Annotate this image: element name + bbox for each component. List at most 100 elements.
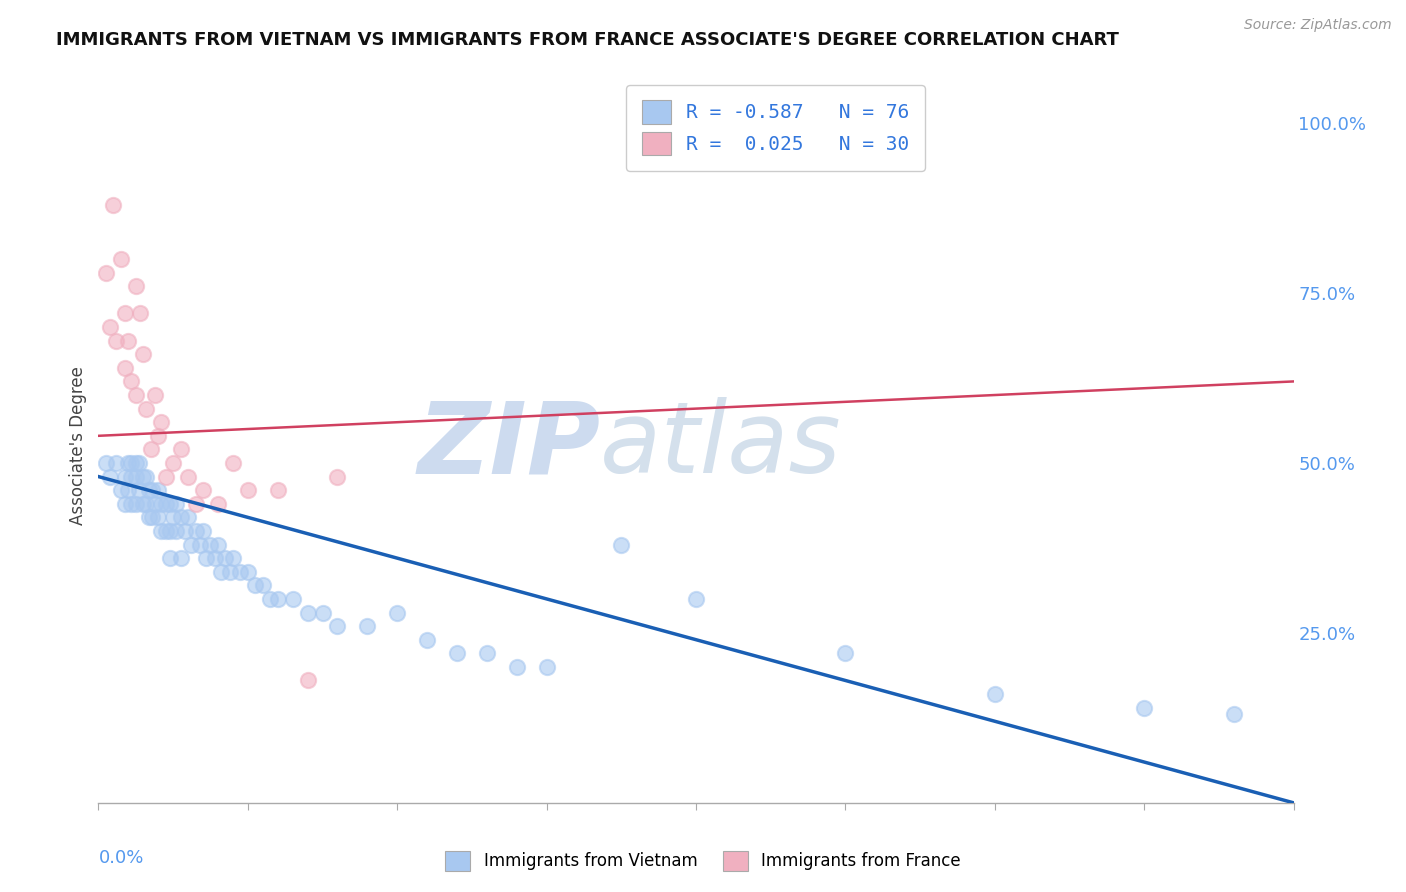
Text: atlas: atlas <box>600 398 842 494</box>
Point <box>150 415 173 429</box>
Point <box>148 429 170 443</box>
Point <box>114 306 136 320</box>
Point <box>207 497 229 511</box>
Point <box>536 660 558 674</box>
Point <box>159 524 181 538</box>
Legend: R = -0.587   N = 76, R =  0.025   N = 30: R = -0.587 N = 76, R = 0.025 N = 30 <box>626 85 925 171</box>
Point <box>141 510 163 524</box>
Point <box>128 483 150 498</box>
Point <box>326 619 349 633</box>
Text: 0.0%: 0.0% <box>98 849 143 867</box>
Point <box>222 456 245 470</box>
Point <box>129 306 152 320</box>
Point <box>138 483 160 498</box>
Point <box>110 252 132 266</box>
Point <box>120 375 142 389</box>
Point <box>117 334 139 348</box>
Point <box>214 551 236 566</box>
Point <box>132 347 155 361</box>
Point <box>120 456 142 470</box>
Point <box>177 510 200 524</box>
Legend: Immigrants from Vietnam, Immigrants from France: Immigrants from Vietnam, Immigrants from… <box>437 842 969 880</box>
Point <box>159 497 181 511</box>
Point <box>685 591 707 606</box>
Point <box>143 497 166 511</box>
Point <box>120 469 142 483</box>
Point <box>180 537 202 551</box>
Point <box>117 456 139 470</box>
Point <box>169 442 191 457</box>
Point <box>207 537 229 551</box>
Point <box>245 578 267 592</box>
Point <box>94 456 117 470</box>
Point <box>229 565 252 579</box>
Point <box>267 483 290 498</box>
Point <box>259 591 281 606</box>
Point <box>132 469 155 483</box>
Point <box>135 401 157 416</box>
Point <box>125 456 148 470</box>
Point <box>165 524 187 538</box>
Point <box>356 619 378 633</box>
Point <box>281 591 304 606</box>
Point <box>114 497 136 511</box>
Point <box>1133 700 1156 714</box>
Point <box>135 497 157 511</box>
Point <box>135 469 157 483</box>
Point <box>125 497 148 511</box>
Point <box>236 483 259 498</box>
Point <box>150 524 173 538</box>
Point <box>311 606 333 620</box>
Point <box>834 646 856 660</box>
Point <box>200 537 222 551</box>
Text: Source: ZipAtlas.com: Source: ZipAtlas.com <box>1244 18 1392 32</box>
Point <box>162 510 184 524</box>
Point <box>188 537 211 551</box>
Text: IMMIGRANTS FROM VIETNAM VS IMMIGRANTS FROM FRANCE ASSOCIATE'S DEGREE CORRELATION: IMMIGRANTS FROM VIETNAM VS IMMIGRANTS FR… <box>56 31 1119 49</box>
Point <box>155 497 177 511</box>
Point <box>125 388 148 402</box>
Text: ZIP: ZIP <box>418 398 600 494</box>
Point <box>114 360 136 375</box>
Point <box>506 660 529 674</box>
Point <box>267 591 290 606</box>
Point <box>139 442 162 457</box>
Point <box>169 510 191 524</box>
Point <box>297 673 319 688</box>
Point <box>195 551 218 566</box>
Point <box>446 646 468 660</box>
Point <box>120 497 142 511</box>
Point <box>148 510 170 524</box>
Point <box>148 483 170 498</box>
Point <box>155 469 177 483</box>
Point <box>94 266 117 280</box>
Point <box>125 279 148 293</box>
Point <box>105 334 128 348</box>
Point <box>222 551 245 566</box>
Point <box>184 524 207 538</box>
Point <box>132 497 155 511</box>
Point <box>100 320 122 334</box>
Point <box>191 524 214 538</box>
Point <box>1223 707 1246 722</box>
Point <box>209 565 232 579</box>
Point <box>236 565 259 579</box>
Point <box>141 483 163 498</box>
Point <box>416 632 439 647</box>
Point <box>297 606 319 620</box>
Point <box>204 551 226 566</box>
Point <box>174 524 197 538</box>
Point <box>143 388 166 402</box>
Point <box>103 198 125 212</box>
Point <box>475 646 498 660</box>
Point <box>128 456 150 470</box>
Point <box>159 551 181 566</box>
Y-axis label: Associate's Degree: Associate's Degree <box>69 367 87 525</box>
Point <box>385 606 409 620</box>
Point <box>125 469 148 483</box>
Point <box>138 510 160 524</box>
Point <box>100 469 122 483</box>
Point <box>150 497 173 511</box>
Point <box>117 483 139 498</box>
Point <box>252 578 274 592</box>
